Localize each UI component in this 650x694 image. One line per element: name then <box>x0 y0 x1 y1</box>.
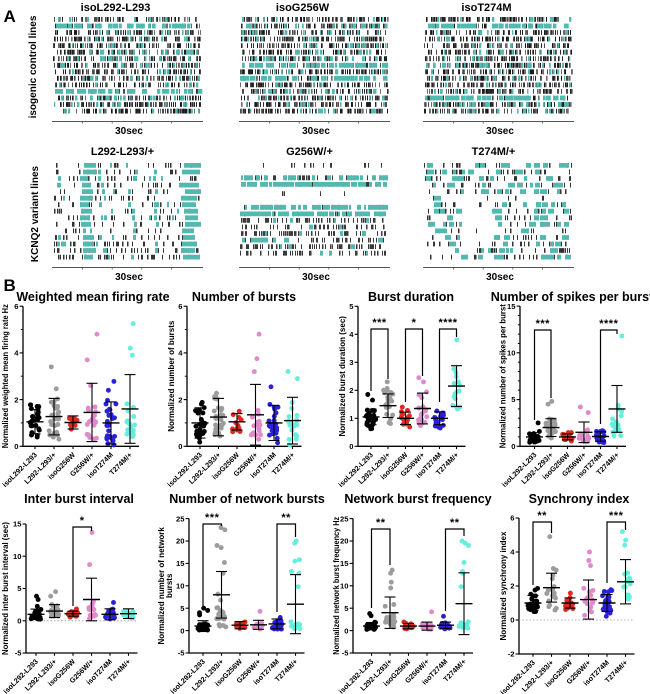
svg-text:***: *** <box>536 318 551 330</box>
svg-text:isogenic control lines: isogenic control lines <box>28 15 39 118</box>
svg-text:-2: -2 <box>508 650 515 659</box>
svg-text:Normalized number of spikes pe: Normalized number of spikes per burst <box>499 304 508 448</box>
svg-text:T274M/+: T274M/+ <box>472 146 516 158</box>
svg-text:Inter burst interval: Inter burst interval <box>24 492 134 506</box>
svg-text:Normalized weighted mean firin: Normalized weighted mean firing rate Hz <box>1 304 10 448</box>
svg-text:25: 25 <box>176 514 185 523</box>
svg-text:Normalized number of network: Normalized number of network <box>157 527 166 645</box>
svg-text:6: 6 <box>14 302 18 311</box>
svg-text:30sec: 30sec <box>115 272 143 283</box>
svg-text:Weighted mean firing rate: Weighted mean firing rate <box>16 290 169 304</box>
svg-text:Burst duration: Burst duration <box>368 290 454 304</box>
svg-text:Network burst frequency: Network burst frequency <box>344 492 491 506</box>
svg-text:*: * <box>80 515 85 527</box>
svg-text:****: **** <box>438 317 457 329</box>
svg-text:isoT274M: isoT274M <box>461 2 511 14</box>
svg-text:*: * <box>412 317 417 329</box>
svg-text:0: 0 <box>180 626 184 635</box>
svg-text:15: 15 <box>176 559 185 568</box>
svg-text:1: 1 <box>349 414 354 423</box>
svg-text:G256W/+: G256W/+ <box>286 146 333 158</box>
svg-text:5: 5 <box>344 604 349 613</box>
svg-text:3: 3 <box>349 358 353 367</box>
svg-text:10: 10 <box>176 582 184 591</box>
svg-text:bursts: bursts <box>165 573 174 598</box>
svg-text:0: 0 <box>349 442 353 451</box>
svg-text:****: **** <box>599 318 618 330</box>
svg-text:30sec: 30sec <box>115 126 143 137</box>
svg-text:Normalized synchrony index: Normalized synchrony index <box>499 531 508 640</box>
svg-text:4: 4 <box>349 330 354 339</box>
svg-text:isoL292-L293: isoL292-L293 <box>81 2 151 14</box>
svg-text:0: 0 <box>178 442 182 451</box>
svg-text:30sec: 30sec <box>486 272 514 283</box>
svg-text:10: 10 <box>507 349 515 358</box>
svg-text:isoG256W: isoG256W <box>276 2 330 14</box>
svg-text:6: 6 <box>510 514 514 523</box>
svg-text:10: 10 <box>13 552 21 561</box>
svg-text:15: 15 <box>340 559 349 568</box>
svg-text:-5: -5 <box>15 649 23 658</box>
svg-text:-5: -5 <box>342 649 350 658</box>
svg-text:0: 0 <box>344 626 348 635</box>
svg-text:0: 0 <box>511 442 515 451</box>
svg-text:2: 2 <box>349 386 353 395</box>
svg-text:***: *** <box>205 512 220 524</box>
svg-text:Normalized burst duration (sec: Normalized burst duration (sec) <box>338 316 347 437</box>
svg-text:5: 5 <box>511 395 516 404</box>
svg-text:15: 15 <box>507 302 516 311</box>
svg-text:Number of spikes per burst: Number of spikes per burst <box>491 290 650 304</box>
svg-text:0: 0 <box>14 442 18 451</box>
svg-text:25: 25 <box>340 514 349 523</box>
svg-text:**: ** <box>537 510 547 522</box>
svg-text:Synchrony index: Synchrony index <box>529 492 630 506</box>
svg-text:6: 6 <box>178 302 182 311</box>
svg-text:15: 15 <box>13 520 22 529</box>
svg-text:30sec: 30sec <box>302 272 330 283</box>
svg-text:**: ** <box>376 517 386 529</box>
svg-text:***: *** <box>372 317 387 329</box>
svg-text:Normalized number of bursts: Normalized number of bursts <box>167 320 176 432</box>
svg-text:5: 5 <box>17 584 22 593</box>
svg-text:Normalized network burst frequ: Normalized network burst frequency Hz <box>332 517 341 655</box>
svg-text:***: *** <box>609 510 624 522</box>
svg-text:Number of network bursts: Number of network bursts <box>169 492 325 506</box>
svg-text:Number of bursts: Number of bursts <box>192 290 296 304</box>
svg-text:-5: -5 <box>178 649 186 658</box>
svg-text:20: 20 <box>176 537 184 546</box>
svg-text:B: B <box>4 276 16 295</box>
svg-text:A: A <box>4 7 16 26</box>
svg-text:Normalized inter burst interva: Normalized inter burst interval (sec) <box>1 522 10 655</box>
svg-text:30sec: 30sec <box>486 126 514 137</box>
svg-text:2: 2 <box>178 395 182 404</box>
svg-text:2: 2 <box>510 582 514 591</box>
svg-text:4: 4 <box>178 349 183 358</box>
svg-text:0: 0 <box>17 617 21 626</box>
svg-text:30sec: 30sec <box>302 126 330 137</box>
svg-text:4: 4 <box>14 349 19 358</box>
svg-text:5: 5 <box>349 302 354 311</box>
svg-text:L292-L293/+: L292-L293/+ <box>91 146 154 158</box>
svg-text:5: 5 <box>180 604 185 613</box>
svg-text:10: 10 <box>340 582 348 591</box>
svg-text:4: 4 <box>510 548 515 557</box>
svg-text:KCNQ2 variant lines: KCNQ2 variant lines <box>30 165 41 262</box>
svg-text:20: 20 <box>340 537 348 546</box>
svg-text:**: ** <box>450 517 460 529</box>
svg-text:2: 2 <box>14 395 18 404</box>
svg-text:0: 0 <box>510 616 514 625</box>
svg-text:**: ** <box>281 512 291 524</box>
